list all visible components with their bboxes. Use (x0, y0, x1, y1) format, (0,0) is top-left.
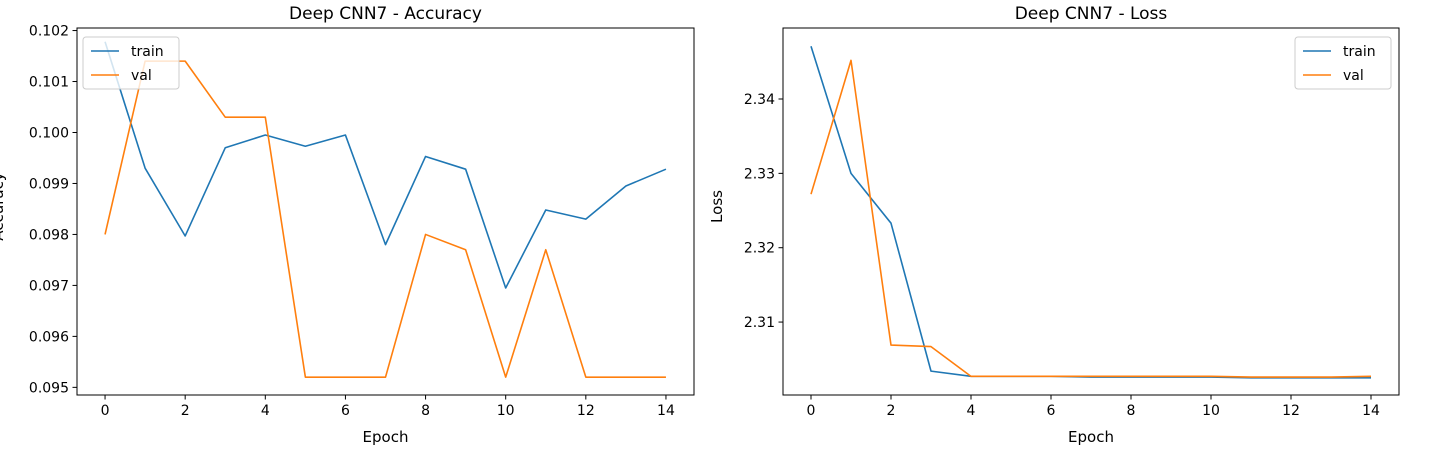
legend-label-train: train (131, 44, 164, 60)
y-tick-label: 2.32 (744, 241, 775, 257)
x-tick-label: 4 (261, 403, 270, 419)
y-tick-label: 2.33 (744, 166, 775, 182)
x-axis-label: Epoch (1068, 428, 1114, 446)
x-tick-label: 10 (1202, 403, 1220, 419)
x-tick-label: 14 (657, 403, 675, 419)
x-tick-label: 12 (1282, 403, 1300, 419)
series-line-val (104, 60, 666, 378)
chart-panel-2: 0 2 4 6 8 10 12 14 2.31 2.32 2.33 2.34 Deep CNN7 - L… (708, 4, 1400, 446)
x-tick-label: 2 (887, 403, 896, 419)
x-tick-label: 12 (577, 403, 595, 419)
chart-title: Deep CNN7 - Accuracy (289, 4, 482, 24)
x-tick-label: 14 (1362, 403, 1380, 419)
y-tick-label: 0.101 (29, 75, 69, 91)
legend: train val (1294, 36, 1392, 90)
y-tick-label: 0.102 (29, 24, 69, 40)
x-tick-label: 8 (1127, 403, 1136, 419)
legend-label-train: train (1343, 44, 1376, 60)
y-axis-label: Loss (708, 190, 726, 223)
series-line-train (104, 41, 667, 289)
x-tick-label: 0 (101, 403, 110, 419)
legend: train val (82, 36, 180, 90)
x-tick-label: 10 (497, 403, 515, 419)
axes-frame (782, 27, 1400, 396)
chart-panel-1: 0 2 4 6 8 10 12 14 0.095 0.096 0.097 0.098 0.099 0.10… (0, 4, 695, 446)
legend-box (1294, 36, 1392, 90)
y-tick-label: 0.100 (29, 125, 69, 141)
legend-box (82, 36, 180, 90)
axes-frame (76, 27, 695, 396)
x-tick-label: 0 (807, 403, 816, 419)
series-line-val (810, 59, 1372, 378)
y-tick-label: 2.34 (744, 92, 775, 108)
y-tick-label: 0.098 (29, 227, 69, 243)
series-line-train (810, 45, 1371, 379)
y-tick-label: 0.099 (29, 176, 69, 192)
y-tick-label: 0.095 (29, 380, 69, 396)
y-tick-label: 2.31 (744, 315, 775, 331)
chart-title: Deep CNN7 - Loss (1015, 4, 1168, 24)
x-tick-label: 8 (421, 403, 430, 419)
x-tick-label: 2 (181, 403, 190, 419)
y-tick-label: 0.096 (29, 329, 69, 345)
legend-label-val: val (131, 68, 152, 84)
y-axis-label: Accuracy (0, 172, 7, 241)
y-tick-label: 0.097 (29, 278, 69, 294)
x-tick-label: 6 (341, 403, 350, 419)
x-tick-label: 4 (967, 403, 976, 419)
x-axis-label: Epoch (363, 428, 409, 446)
legend-label-val: val (1343, 68, 1364, 84)
x-tick-label: 6 (1047, 403, 1056, 419)
